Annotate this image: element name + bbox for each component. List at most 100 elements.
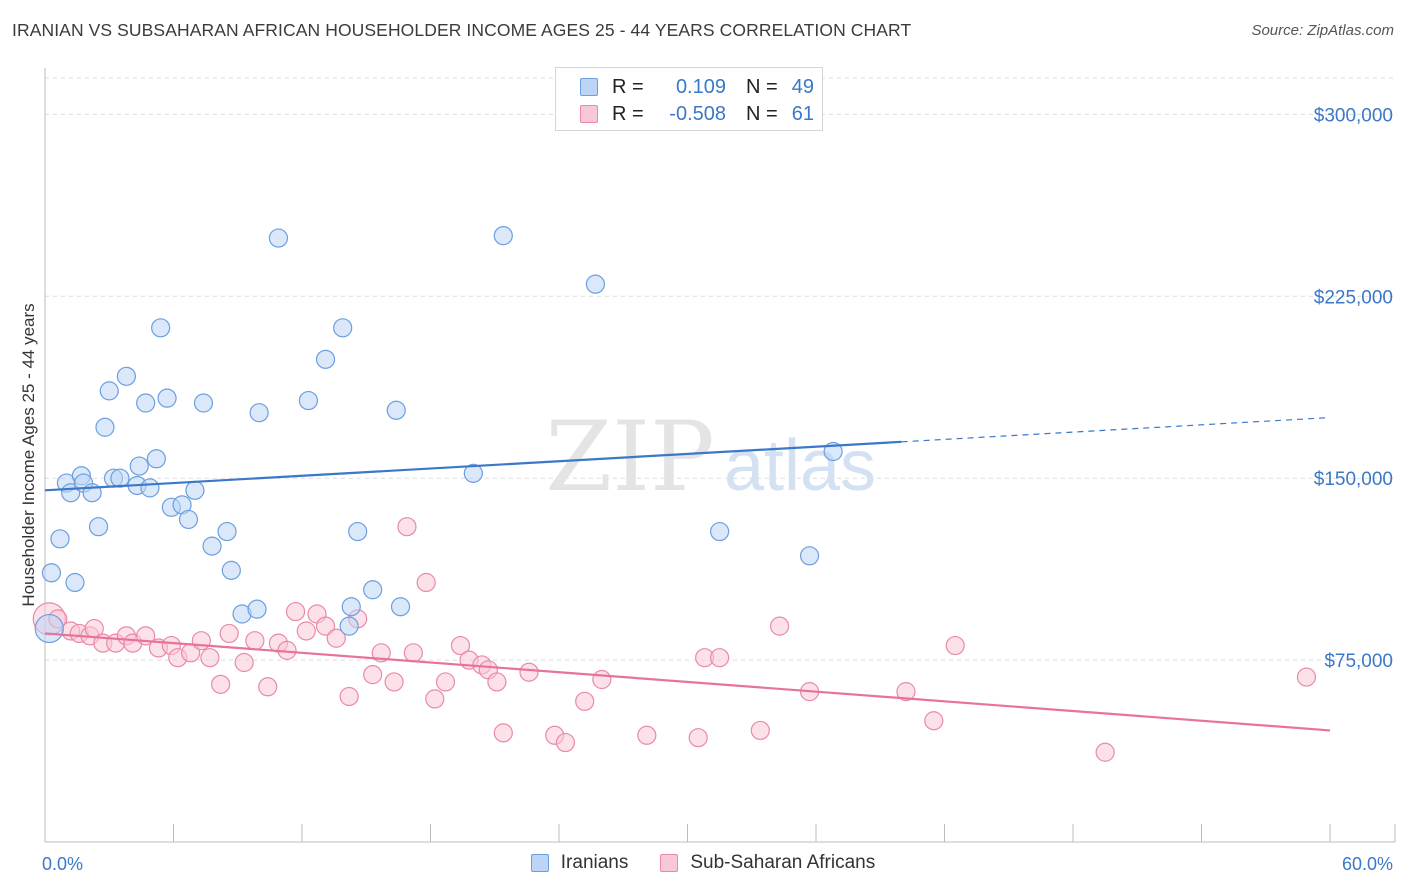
point-subsaharan[interactable] [403, 643, 423, 663]
chart-source: Source: ZipAtlas.com [1251, 22, 1394, 39]
legend-r-label: R = [612, 75, 644, 98]
point-subsaharan[interactable] [234, 652, 254, 673]
legend-item-iranians[interactable]: Iranians [530, 852, 628, 874]
x-tick-label: 60.0% [1342, 854, 1393, 874]
point-subsaharan[interactable] [750, 720, 770, 741]
point-iranians[interactable] [339, 616, 359, 636]
point-iranians[interactable] [88, 517, 109, 537]
point-iranians[interactable] [202, 536, 222, 556]
point-iranians[interactable] [390, 597, 411, 617]
point-subsaharan[interactable] [296, 621, 316, 641]
point-iranians[interactable] [221, 560, 241, 580]
point-iranians[interactable] [140, 478, 160, 498]
point-iranians[interactable] [298, 390, 319, 411]
trend-line-iranians-extension [901, 416, 1331, 443]
grid-lines [45, 77, 1395, 661]
y-axis-label: Householder Income Ages 25 - 44 years [19, 303, 38, 606]
point-iranians[interactable] [178, 509, 199, 530]
point-iranians[interactable] [348, 521, 368, 542]
point-iranians[interactable] [217, 521, 237, 542]
point-subsaharan[interactable] [555, 732, 576, 753]
point-subsaharan[interactable] [191, 631, 211, 651]
point-iranians[interactable] [249, 403, 269, 423]
point-iranians[interactable] [95, 417, 115, 437]
point-subsaharan[interactable] [945, 635, 965, 656]
point-subsaharan[interactable] [211, 674, 231, 694]
legend-swatch-subsaharan [660, 854, 679, 872]
point-subsaharan[interactable] [397, 517, 417, 537]
point-subsaharan[interactable] [519, 662, 539, 682]
point-iranians[interactable] [493, 226, 513, 246]
legend-swatch-subsaharan [580, 105, 598, 123]
point-iranians[interactable] [50, 529, 70, 549]
point-subsaharan[interactable] [371, 643, 391, 663]
point-iranians[interactable] [386, 400, 406, 420]
point-subsaharan[interactable] [258, 677, 278, 697]
point-iranians[interactable] [99, 381, 119, 401]
point-iranians[interactable] [157, 388, 177, 408]
point-subsaharan[interactable] [339, 686, 359, 707]
legend-label-subsaharan: Sub-Saharan Africans [690, 852, 876, 873]
watermark: ZIP atlas [545, 401, 876, 513]
point-subsaharan[interactable] [416, 572, 436, 593]
point-iranians[interactable] [110, 468, 130, 488]
point-subsaharan[interactable] [326, 628, 346, 648]
point-subsaharan[interactable] [688, 728, 708, 748]
point-iranians[interactable] [185, 480, 205, 500]
point-iranians[interactable] [151, 318, 171, 338]
point-iranians[interactable] [799, 546, 820, 566]
point-subsaharan[interactable] [637, 725, 657, 745]
legend-n-value: 49 [791, 75, 814, 98]
point-iranians[interactable] [463, 463, 483, 483]
series-legend: Iranians Sub-Saharan Africans [0, 852, 1406, 874]
point-iranians[interactable] [193, 393, 214, 413]
point-iranians[interactable] [585, 274, 606, 294]
point-subsaharan[interactable] [425, 689, 445, 709]
point-subsaharan[interactable] [219, 623, 239, 644]
point-iranians[interactable] [34, 613, 64, 644]
point-subsaharan[interactable] [315, 616, 336, 636]
point-iranians[interactable] [65, 572, 85, 593]
point-subsaharan[interactable] [710, 648, 730, 668]
point-iranians[interactable] [333, 318, 353, 338]
point-iranians[interactable] [41, 563, 62, 583]
point-subsaharan[interactable] [1095, 742, 1115, 762]
trend-line-subsaharan [44, 632, 1331, 732]
y-tick-label: $75,000 [1324, 651, 1393, 672]
point-iranians[interactable] [341, 597, 361, 617]
point-iranians[interactable] [146, 449, 166, 469]
point-subsaharan[interactable] [769, 616, 790, 636]
point-subsaharan[interactable] [493, 723, 513, 743]
point-iranians[interactable] [363, 580, 383, 600]
point-iranians[interactable] [129, 456, 149, 476]
point-iranians[interactable] [710, 521, 730, 542]
y-tick-label: $300,000 [1314, 105, 1393, 126]
point-subsaharan[interactable] [245, 631, 265, 651]
point-subsaharan[interactable] [924, 711, 944, 731]
trend-lines [44, 416, 1331, 732]
x-tick-label: 0.0% [42, 854, 83, 874]
tick-labels: $75,000 $150,000 $225,000 $300,000 0.0% 60.0% [42, 105, 1393, 874]
point-subsaharan[interactable] [285, 601, 306, 622]
point-iranians[interactable] [136, 393, 156, 413]
point-subsaharan[interactable] [592, 669, 612, 690]
legend-row-iranians: R = 0.109 N = 49 [580, 73, 814, 101]
chart-title: IRANIAN VS SUBSAHARAN AFRICAN HOUSEHOLDE… [12, 20, 912, 40]
point-subsaharan[interactable] [1296, 667, 1317, 687]
legend-item-subsaharan[interactable]: Sub-Saharan Africans [660, 852, 875, 874]
point-subsaharan[interactable] [363, 665, 383, 685]
y-tick-label: $150,000 [1314, 469, 1393, 490]
point-iranians[interactable] [247, 599, 267, 619]
axes [44, 68, 1396, 843]
point-iranians[interactable] [268, 228, 289, 248]
point-subsaharan[interactable] [575, 691, 595, 711]
point-iranians[interactable] [315, 349, 336, 369]
point-subsaharan[interactable] [896, 682, 916, 702]
point-subsaharan[interactable] [487, 672, 507, 692]
point-subsaharan[interactable] [450, 635, 471, 656]
point-subsaharan[interactable] [200, 648, 220, 668]
point-subsaharan[interactable] [384, 672, 404, 692]
point-subsaharan[interactable] [435, 672, 456, 692]
point-iranians[interactable] [116, 366, 136, 386]
points-iranians [34, 226, 843, 644]
